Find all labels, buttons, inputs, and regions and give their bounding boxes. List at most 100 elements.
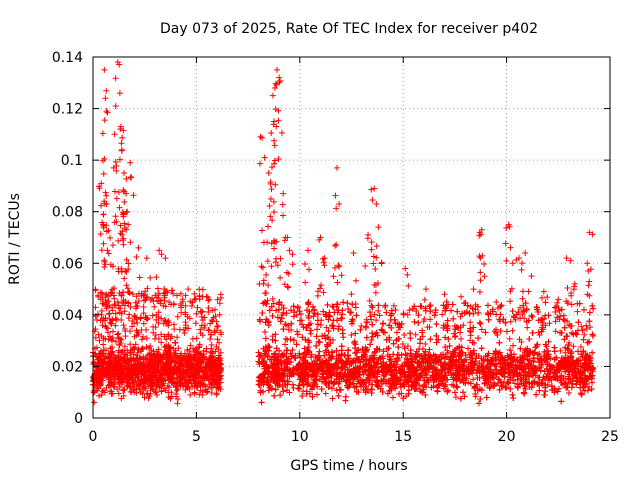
data-point bbox=[106, 333, 113, 340]
data-point bbox=[127, 349, 134, 356]
data-point bbox=[369, 330, 376, 337]
data-point bbox=[109, 316, 116, 323]
data-point bbox=[458, 335, 465, 342]
data-point bbox=[112, 310, 119, 317]
data-point bbox=[558, 330, 565, 337]
data-point bbox=[91, 399, 98, 406]
data-point bbox=[524, 324, 531, 331]
data-point bbox=[127, 383, 134, 390]
data-point bbox=[138, 380, 145, 387]
data-point bbox=[171, 321, 178, 328]
data-point bbox=[493, 361, 500, 368]
data-point bbox=[173, 292, 180, 299]
data-point bbox=[107, 388, 114, 395]
data-point bbox=[103, 347, 110, 354]
data-point bbox=[139, 336, 146, 343]
data-point bbox=[112, 322, 119, 329]
data-point bbox=[191, 352, 198, 359]
data-point bbox=[112, 315, 119, 322]
data-point bbox=[211, 327, 218, 334]
data-point bbox=[133, 355, 140, 362]
data-point bbox=[196, 344, 203, 351]
data-point bbox=[294, 331, 301, 338]
data-point bbox=[164, 357, 171, 364]
data-point bbox=[509, 308, 516, 315]
data-point bbox=[172, 376, 179, 383]
data-point bbox=[125, 379, 132, 386]
data-point bbox=[204, 369, 211, 376]
data-point bbox=[206, 296, 213, 303]
data-point bbox=[171, 339, 178, 346]
data-point bbox=[498, 302, 505, 309]
data-point bbox=[105, 350, 112, 357]
data-point bbox=[390, 340, 397, 347]
data-point bbox=[575, 319, 582, 326]
data-point bbox=[140, 384, 147, 391]
data-point bbox=[107, 354, 114, 361]
data-point bbox=[208, 380, 215, 387]
data-point bbox=[152, 324, 159, 331]
data-point bbox=[180, 367, 187, 374]
data-point bbox=[203, 348, 210, 355]
data-point bbox=[112, 357, 119, 364]
data-point bbox=[174, 334, 181, 341]
data-point bbox=[142, 375, 149, 382]
data-point bbox=[125, 359, 132, 366]
data-point bbox=[339, 330, 346, 337]
data-point bbox=[535, 329, 542, 336]
data-point bbox=[121, 308, 128, 315]
data-point bbox=[126, 311, 133, 318]
data-point bbox=[198, 359, 205, 366]
data-point bbox=[176, 356, 183, 363]
data-point bbox=[407, 330, 414, 337]
data-point bbox=[316, 339, 323, 346]
data-point bbox=[207, 320, 214, 327]
data-point bbox=[182, 292, 189, 299]
data-point bbox=[96, 392, 103, 399]
data-point bbox=[199, 286, 206, 293]
data-point bbox=[114, 331, 121, 338]
data-point bbox=[191, 390, 198, 397]
data-point bbox=[340, 299, 347, 306]
data-point bbox=[185, 360, 192, 367]
data-point bbox=[129, 345, 136, 352]
data-point bbox=[116, 309, 123, 316]
data-point bbox=[143, 335, 150, 342]
data-point bbox=[216, 339, 223, 346]
data-point bbox=[259, 310, 266, 317]
data-point bbox=[166, 384, 173, 391]
data-point bbox=[448, 307, 455, 314]
data-point bbox=[154, 355, 161, 362]
data-point bbox=[135, 378, 142, 385]
data-point bbox=[129, 377, 136, 384]
data-point bbox=[184, 384, 191, 391]
data-point bbox=[485, 316, 492, 323]
data-point bbox=[197, 367, 204, 374]
data-point bbox=[179, 298, 186, 305]
data-point bbox=[192, 320, 199, 327]
data-point bbox=[121, 386, 128, 393]
data-point bbox=[127, 388, 134, 395]
data-point bbox=[412, 331, 419, 338]
data-point bbox=[507, 347, 514, 354]
data-point bbox=[193, 348, 200, 355]
data-point bbox=[218, 331, 225, 338]
data-point bbox=[109, 328, 116, 335]
data-point bbox=[341, 352, 348, 359]
data-point bbox=[578, 323, 585, 330]
data-point bbox=[159, 383, 166, 390]
data-point bbox=[216, 300, 223, 307]
data-point bbox=[97, 289, 104, 296]
data-point bbox=[351, 339, 358, 346]
data-point bbox=[111, 295, 118, 302]
data-point bbox=[178, 302, 185, 309]
data-point bbox=[261, 328, 268, 335]
data-point bbox=[316, 348, 323, 355]
data-point bbox=[107, 345, 114, 352]
data-point bbox=[194, 349, 201, 356]
data-point bbox=[115, 330, 122, 337]
data-point bbox=[191, 296, 198, 303]
data-point bbox=[329, 322, 336, 329]
data-point bbox=[193, 360, 200, 367]
data-point bbox=[132, 299, 139, 306]
